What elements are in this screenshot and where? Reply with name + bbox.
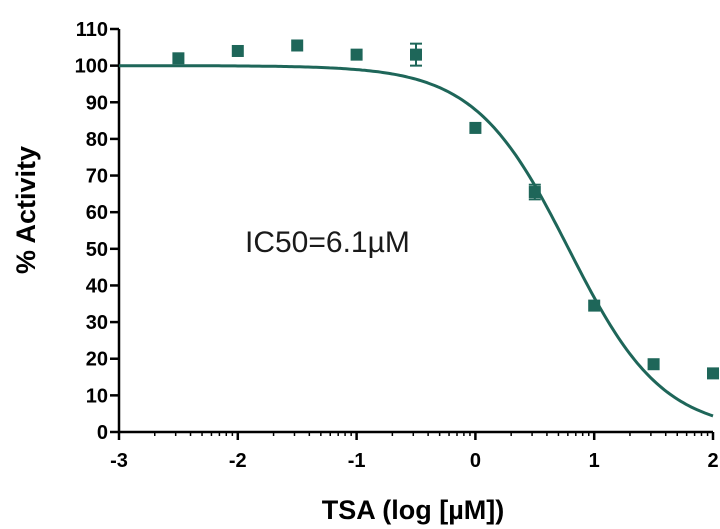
data-point [588, 299, 601, 312]
y-tick-label: 10 [86, 385, 108, 407]
fit-curve [119, 64, 714, 418]
data-point [291, 39, 304, 52]
y-tick-label: 20 [86, 349, 108, 371]
data-point [231, 44, 244, 57]
y-tick-label: 60 [86, 202, 108, 224]
data-point [469, 121, 482, 134]
data-point [528, 186, 541, 199]
y-tick-label: 30 [86, 312, 108, 334]
x-tick-label: 2 [707, 450, 718, 472]
y-tick-label: 50 [86, 239, 108, 261]
axes [110, 27, 715, 440]
y-tick-label: 0 [97, 422, 108, 444]
x-axis-title: TSA (log [µM]) [322, 495, 505, 525]
y-tick-label: 110 [76, 19, 108, 41]
y-tick-label: 80 [86, 129, 108, 151]
data-point [350, 48, 363, 61]
ic50-annotation: IC50=6.1µM [245, 226, 410, 259]
x-tick-label: -3 [110, 450, 128, 472]
x-tick-label: 1 [589, 450, 600, 472]
data-points [172, 39, 719, 380]
data-point [410, 48, 422, 61]
data-point [707, 367, 719, 380]
x-tick-label: 0 [470, 450, 481, 472]
data-point [172, 52, 185, 65]
y-axis-title: % Activity [11, 146, 41, 274]
x-tick-label: -1 [348, 450, 366, 472]
y-tick-label: 90 [86, 92, 108, 114]
y-tick-label: 40 [86, 275, 108, 297]
y-tick-label: 100 [75, 56, 108, 78]
y-tick-label: 70 [86, 166, 108, 188]
x-tick-label: -2 [229, 450, 247, 472]
data-point [647, 358, 660, 371]
